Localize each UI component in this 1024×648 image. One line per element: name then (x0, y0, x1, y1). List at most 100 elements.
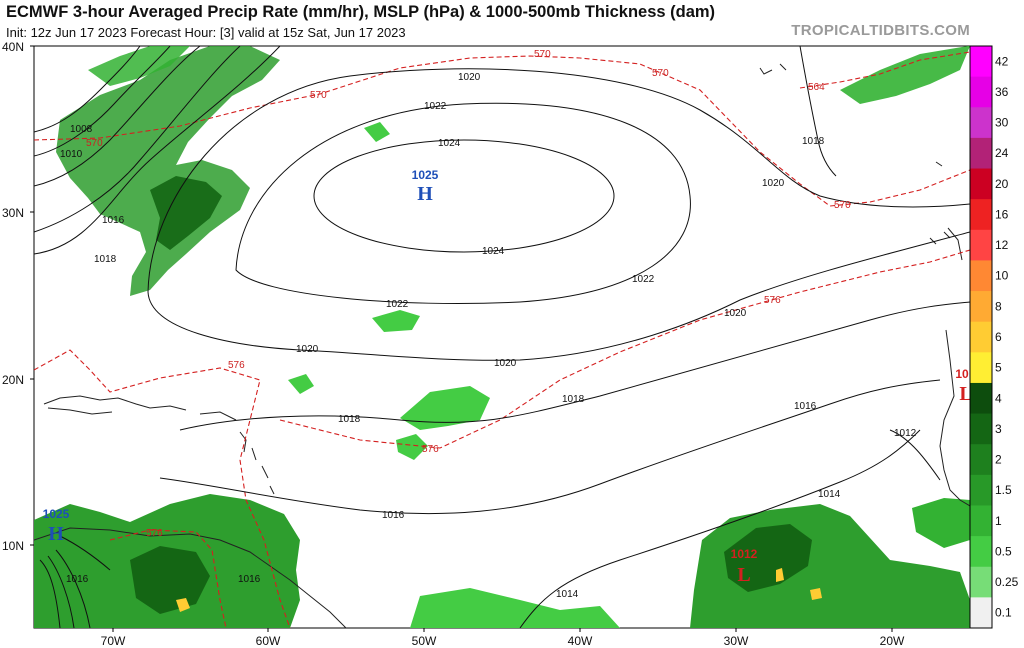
isobar-label: 1018 (338, 414, 361, 425)
chart-title: ECMWF 3-hour Averaged Precip Rate (mm/hr… (6, 3, 716, 21)
colorbar-swatch (970, 474, 992, 506)
isobar-label: 1012 (894, 428, 917, 439)
isobar-1024-inner (313, 139, 615, 253)
isobar-label: 1020 (724, 308, 747, 319)
isobar-label: 1016 (102, 215, 125, 226)
colorbar-label: 1.5 (995, 483, 1012, 497)
thickness-label: 576 (764, 295, 781, 306)
colorbar-swatch (970, 536, 992, 568)
lon-label: 50W (412, 634, 437, 648)
isobar-label: 1024 (482, 246, 505, 257)
pressure-center-value: 1025 (412, 168, 439, 182)
precip-nw-band (56, 46, 280, 296)
isobar-label: 1022 (424, 101, 447, 112)
pressure-center-letter: L (959, 383, 972, 405)
precip-se-edge (912, 498, 970, 548)
colorbar-label: 4 (995, 391, 1002, 405)
thickness-label: 570 (310, 90, 327, 101)
isobar-label-group: 1020 1022 1024 1024 1022 1022 1020 1020 … (60, 72, 917, 600)
colorbar-swatch (970, 566, 992, 598)
thickness-570 (34, 55, 970, 207)
colorbar-swatch (970, 382, 992, 415)
precip-ne (840, 46, 970, 104)
isobar-1016 (34, 46, 941, 571)
init-valid-line: Init: 12z Jun 17 2023 Forecast Hour: [3]… (6, 25, 406, 40)
precip-sw-core (130, 546, 210, 614)
precip-yellow-2 (776, 568, 784, 582)
precip-central-4 (288, 374, 314, 394)
colorbar-swatch (970, 168, 992, 200)
isobar-sw-tight (39, 549, 91, 628)
lat-label: 30N (2, 206, 24, 220)
pressure-center-high-sw: 1025 H (43, 507, 70, 545)
lon-label: 60W (256, 634, 281, 648)
lat-label: 10N (2, 539, 24, 553)
precip-colorbar: 42 36 30 24 20 16 12 10 8 6 5 4 3 2 1.5 1 0.5 0.25 0.1 (969, 45, 1019, 629)
colorbar-label: 6 (995, 330, 1002, 344)
pressure-center-value: 1012 (731, 547, 758, 561)
isobar-label: 1022 (632, 274, 655, 285)
colorbar-swatch (970, 352, 992, 384)
colorbar-label: 36 (995, 85, 1009, 99)
pressure-center-low-main: 1012 L (731, 547, 758, 586)
colorbar-swatch (970, 260, 992, 292)
isobar-label: 1020 (296, 344, 319, 355)
colorbar-label: 42 (995, 54, 1009, 68)
isobar-label: 1016 (382, 510, 405, 521)
colorbar-label: 1 (995, 514, 1002, 528)
isobar-label: 1010 (60, 149, 83, 160)
isobar-1018 (34, 46, 970, 431)
thickness-label: 576 (146, 528, 163, 539)
thickness-576-sw (109, 529, 227, 628)
precip-yellow-1 (176, 598, 190, 612)
thickness-label: 576 (228, 360, 245, 371)
lon-label: 20W (880, 634, 905, 648)
coast-south-america (34, 527, 347, 628)
lat-label: 40N (2, 40, 24, 54)
isobar-label: 1024 (438, 138, 461, 149)
precip-yellow-3 (810, 588, 822, 600)
pressure-center-low-east: 10 L (955, 367, 972, 405)
isobar-1012 (34, 46, 941, 481)
lon-label: 30W (724, 634, 749, 648)
colorbar-frame (969, 45, 993, 629)
pressure-center-letter: H (48, 523, 64, 545)
colorbar-label: 24 (995, 146, 1009, 160)
colorbar-label: 0.25 (995, 575, 1019, 589)
isobar-1010 (34, 46, 171, 157)
thickness-label: 576 (422, 444, 439, 455)
coast-islands (759, 63, 951, 245)
isobar-label: 1020 (494, 358, 517, 369)
colorbar-label: 30 (995, 116, 1009, 130)
thickness-label-group: 570 570 570 570 564 570 576 576 576 576 (86, 49, 851, 539)
pressure-center-letter: H (417, 183, 433, 205)
pressure-center-letter: L (737, 564, 750, 586)
isobar-label: 1014 (818, 489, 841, 500)
precip-nw-core (150, 176, 222, 250)
precip-central-2 (372, 310, 420, 332)
isobar-label: 1018 (802, 136, 825, 147)
isobar-1014 (519, 429, 921, 628)
thickness-label: 570 (834, 200, 851, 211)
colorbar-label: 2 (995, 453, 1002, 467)
colorbar-swatch (970, 76, 992, 108)
lat-label: 20N (2, 373, 24, 387)
isobar-label: 1018 (94, 254, 117, 265)
colorbar-label: 5 (995, 361, 1002, 375)
isobar-label: 1016 (238, 574, 261, 585)
pressure-center-value: 1025 (43, 507, 70, 521)
precip-south-mid (410, 588, 620, 628)
site-watermark: TROPICALTIDBITS.COM (791, 22, 970, 39)
precip-se-core (724, 524, 812, 592)
colorbar-swatch (970, 505, 992, 537)
precip-central-3 (396, 434, 428, 460)
thickness-564 (799, 51, 970, 89)
pressure-center-high-main: 1025 H (412, 168, 439, 205)
thickness-label: 570 (86, 138, 103, 149)
pressure-center-value: 10 (955, 367, 969, 381)
precip-central-1 (400, 386, 490, 430)
thickness-label: 564 (808, 82, 825, 93)
isobars (34, 46, 970, 628)
isobar-1022 (235, 102, 691, 305)
